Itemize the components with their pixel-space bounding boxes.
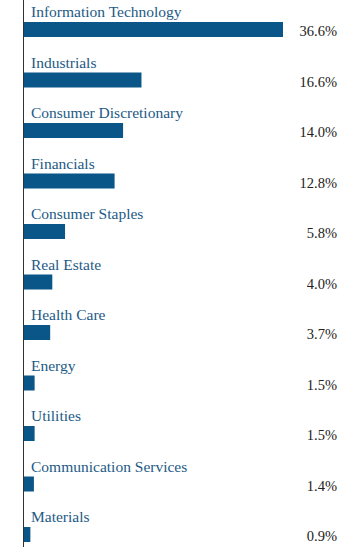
category-label: Utilities <box>31 407 81 424</box>
value-label: 4.0% <box>307 276 337 292</box>
chart-svg: Information Technology 36.6% Industrials 16… <box>0 0 360 547</box>
category-label: Consumer Discretionary <box>31 104 183 121</box>
labels: Information Technology 36.6% Industrials 16… <box>31 3 337 544</box>
category-label: Communication Services <box>31 458 187 475</box>
bar <box>24 426 35 441</box>
bar <box>24 22 283 37</box>
axis-line <box>23 0 24 547</box>
chart-container: Information Technology 36.6% Industrials 16… <box>0 0 360 547</box>
bar <box>24 174 115 189</box>
category-label: Consumer Staples <box>31 205 143 222</box>
value-label: 14.0% <box>300 124 337 140</box>
value-label: 3.7% <box>307 326 337 342</box>
bar <box>24 275 52 290</box>
category-label: Energy <box>31 357 76 374</box>
category-label: Real Estate <box>31 256 101 273</box>
value-label: 5.8% <box>307 225 337 241</box>
value-label: 1.5% <box>307 427 337 443</box>
value-label: 1.5% <box>307 377 337 393</box>
value-label: 12.8% <box>300 175 337 191</box>
value-label: 1.4% <box>307 478 337 494</box>
bar <box>24 123 123 138</box>
bar <box>24 477 34 492</box>
bar <box>24 376 35 391</box>
category-label: Information Technology <box>31 3 182 20</box>
value-label: 16.6% <box>300 74 337 90</box>
bar <box>24 325 50 340</box>
category-label: Materials <box>31 508 90 525</box>
bar <box>24 527 30 542</box>
bars <box>24 22 283 542</box>
bar <box>24 73 141 88</box>
category-label: Health Care <box>31 306 106 323</box>
bar <box>24 224 65 239</box>
category-label: Financials <box>31 155 95 172</box>
category-label: Industrials <box>31 54 96 71</box>
value-label: 0.9% <box>307 528 337 544</box>
value-label: 36.6% <box>300 23 337 39</box>
